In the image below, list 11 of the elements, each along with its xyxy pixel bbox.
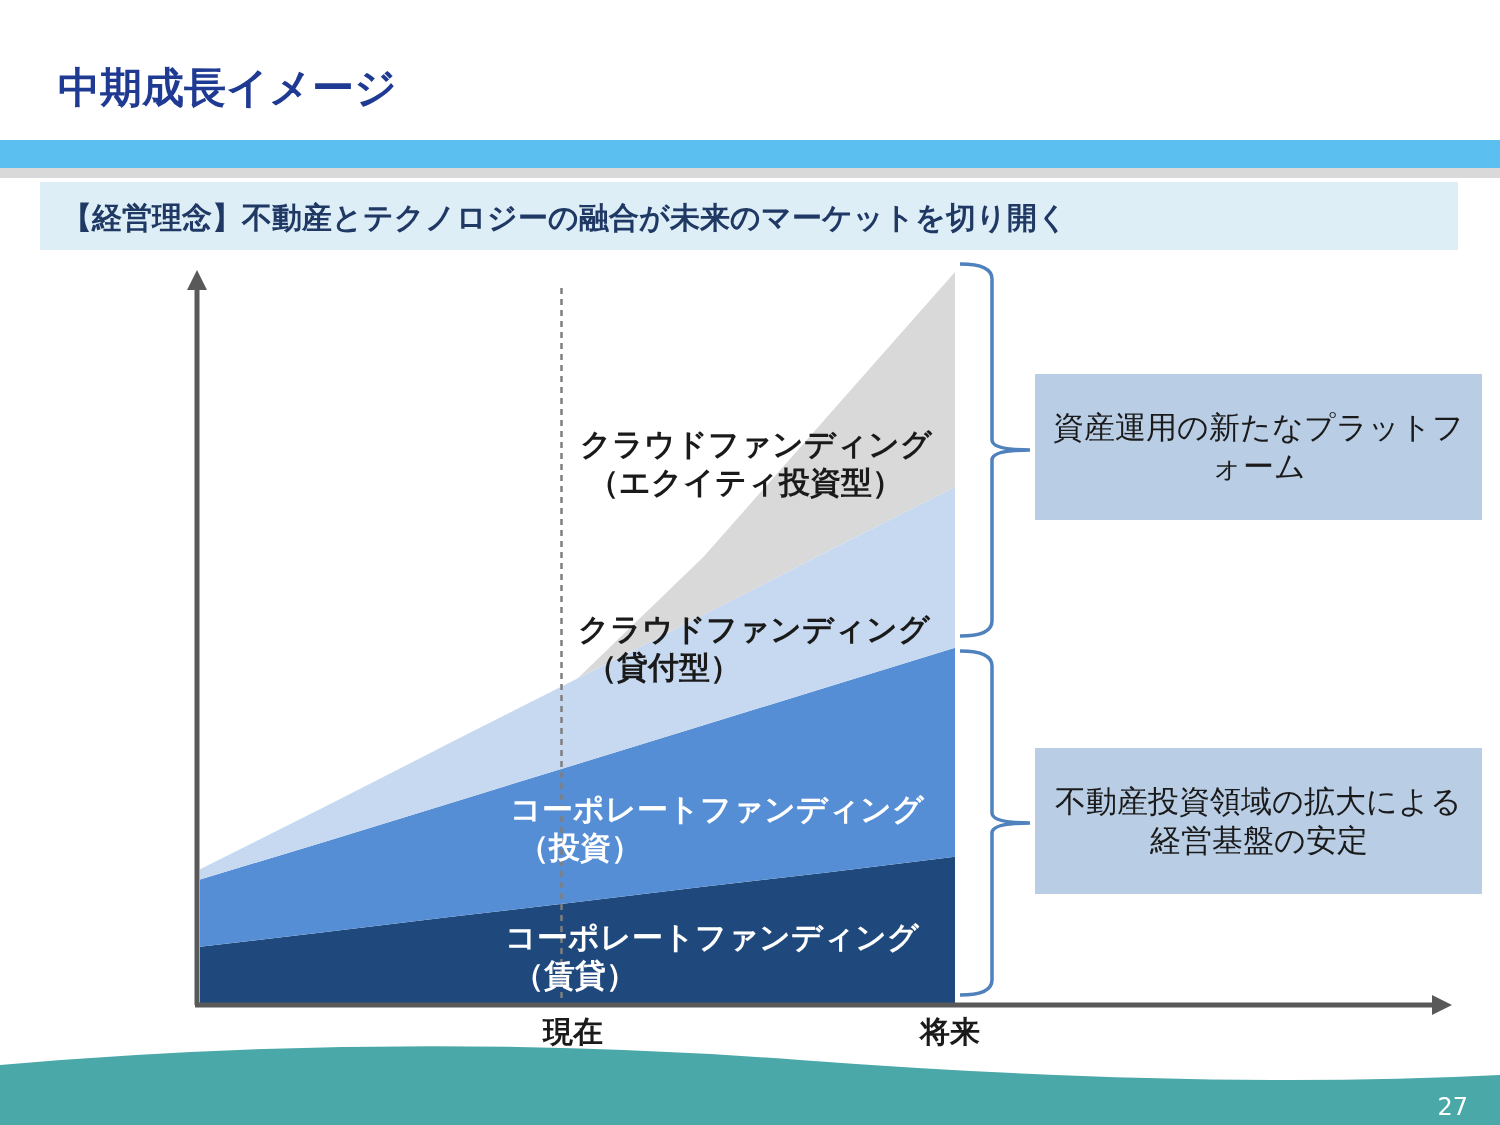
x-tick-label: 現在 [541, 1014, 603, 1049]
text: 資産運用の新たなプラットフォーム [1052, 408, 1465, 486]
x-tick-label: 将来 [918, 1014, 980, 1049]
text: 不動産投資領域の拡大による経営基盤の安定 [1054, 782, 1463, 860]
chart-title: 中期成長イメージ [58, 63, 397, 112]
series-label: クラウドファンディング（エクイティ投資型） [580, 426, 933, 500]
series-label: クラウドファンディング（貸付型） [578, 611, 931, 685]
series-label: コーポレートファンディング（投資） [510, 791, 925, 865]
series-label: コーポレートファンディング（賃貸） [505, 919, 920, 993]
text: 27 [1437, 1093, 1468, 1121]
chart-subtitle: 【経営理念】不動産とテクノロジーの融合が未来のマーケットを切り開く [62, 200, 1068, 235]
